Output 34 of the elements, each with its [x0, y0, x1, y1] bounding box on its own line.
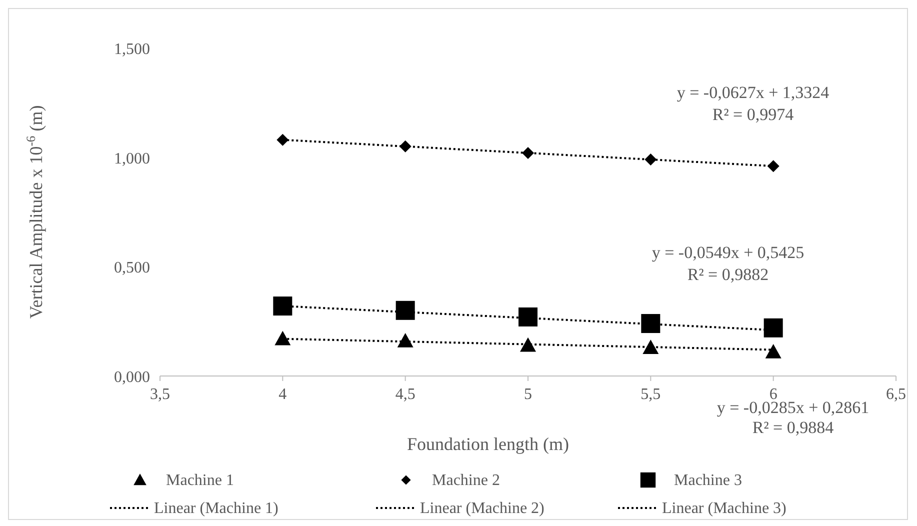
x-tick-label: 6,5	[886, 386, 906, 403]
point	[642, 340, 659, 354]
point	[274, 330, 291, 346]
x-tick-label: 5	[524, 386, 532, 403]
y-tick-label: 0,500	[114, 260, 150, 277]
text: R² = 0,9884	[752, 418, 834, 437]
point	[641, 314, 660, 334]
point	[767, 160, 780, 172]
x-axis-title: Foundation length (m)	[407, 434, 569, 454]
y-tick-label: 1,000	[114, 150, 150, 168]
point	[276, 134, 289, 146]
annotation: y = -0,0627x + 1,3324	[676, 83, 830, 102]
point	[765, 344, 782, 358]
annotation: R² = 0,9882	[687, 265, 769, 284]
point	[396, 300, 415, 320]
x-tick-label: 5,5	[640, 386, 661, 403]
point	[397, 333, 414, 348]
x-tick-label: 4,5	[395, 386, 416, 403]
y-tick-label: 0,000	[114, 369, 150, 386]
point	[273, 296, 292, 316]
legend-label: Linear (Machine 3)	[662, 500, 786, 517]
point	[518, 307, 538, 326]
legend-label: Machine 1	[166, 472, 234, 489]
annotation: y = -0,0549x + 0,5425	[652, 243, 804, 262]
point	[520, 337, 536, 352]
legend-label: Linear (Machine 2)	[420, 500, 544, 517]
y-tick-label: 1,500	[114, 41, 150, 58]
x-tick-label: 3,5	[150, 386, 170, 403]
annotation: R² = 0,9974	[712, 105, 794, 124]
legend-label: Linear (Machine 1)	[154, 500, 278, 517]
legend-label: Machine 2	[432, 472, 500, 489]
legend-label: Machine 3	[674, 472, 742, 489]
point	[764, 318, 783, 338]
x-tick-label: 4	[278, 386, 287, 403]
